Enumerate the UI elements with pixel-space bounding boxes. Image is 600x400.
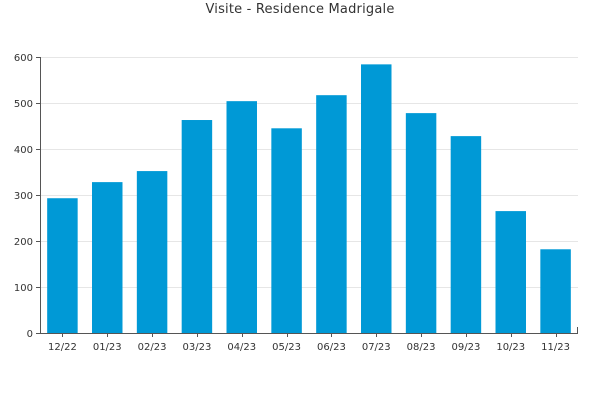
bars	[47, 64, 571, 334]
y-tick-label-200: 200	[14, 237, 33, 248]
bar-03-23	[181, 120, 213, 334]
x-tick-label-07-23: 07/23	[362, 342, 391, 353]
bar-02-23	[136, 171, 168, 333]
x-tick-label-08-23: 08/23	[407, 342, 436, 353]
y-tick-label-500: 500	[14, 99, 33, 110]
x-tick-label-12-22: 12/22	[48, 342, 77, 353]
x-tick-label-10-23: 10/23	[496, 342, 525, 353]
y-tick-label-400: 400	[14, 145, 33, 156]
y-tick-label-100: 100	[14, 283, 33, 294]
bar-01-23	[92, 182, 123, 333]
chart-title: Visite - Residence Madrigale	[205, 2, 395, 17]
bar-10-23	[495, 211, 526, 333]
bar-06-23	[316, 95, 347, 334]
x-tick-label-06-23: 06/23	[317, 342, 346, 353]
y-tick-label-600: 600	[14, 53, 33, 64]
grid-lines	[40, 57, 578, 288]
x-tick-label-04-23: 04/23	[227, 342, 256, 353]
tick-labels: 0 100 200 300 400 500 600 12/22 01/23 02/23 03/23 0…	[14, 53, 570, 353]
bar-11-23	[540, 249, 571, 333]
x-tick-label-02-23: 02/23	[138, 342, 167, 353]
bar-04-23	[226, 101, 257, 333]
x-tick-label-03-23: 03/23	[183, 342, 212, 353]
x-tick-label-01-23: 01/23	[93, 342, 122, 353]
y-tick-label-0: 0	[27, 329, 33, 340]
x-tick-label-09-23: 09/23	[452, 342, 481, 353]
x-tick-label-11-23: 11/23	[541, 342, 570, 353]
bar-08-23	[405, 113, 437, 334]
x-tick-label-05-23: 05/23	[272, 342, 301, 353]
bar-12-22	[47, 198, 78, 333]
bar-07-23	[361, 64, 392, 334]
y-tick-label-300: 300	[14, 191, 33, 202]
bar-05-23	[271, 128, 302, 333]
axes	[36, 57, 578, 337]
bar-09-23	[450, 136, 482, 333]
